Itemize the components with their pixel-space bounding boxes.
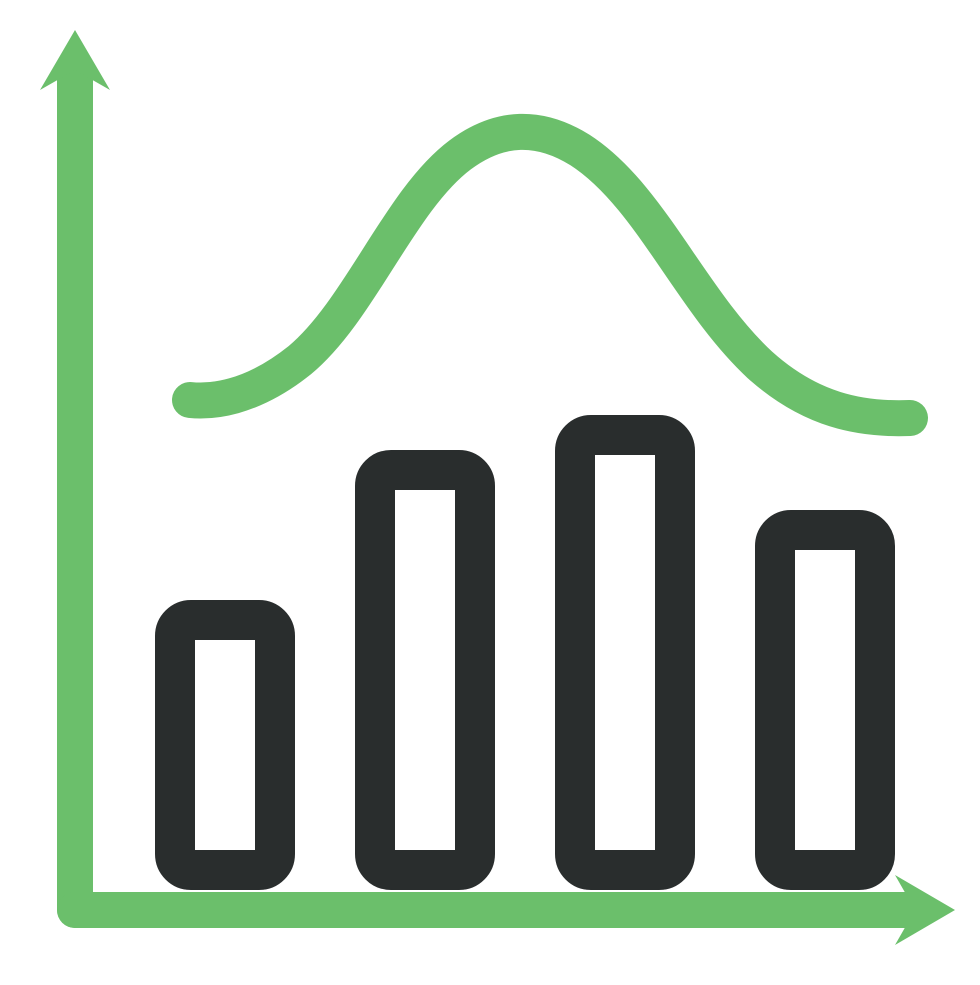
- y-axis: [40, 30, 110, 910]
- bar-1: [175, 620, 275, 870]
- bar-4: [775, 530, 875, 870]
- chart-with-distribution-icon: [0, 0, 980, 980]
- chart-svg: [0, 0, 980, 980]
- bar-3: [575, 435, 675, 870]
- distribution-curve: [190, 132, 910, 418]
- bar-2: [375, 470, 475, 870]
